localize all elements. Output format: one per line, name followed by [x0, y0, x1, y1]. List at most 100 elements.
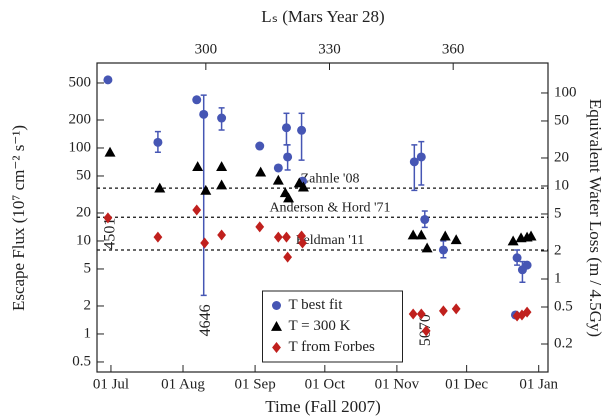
point — [154, 182, 166, 193]
point — [297, 230, 306, 242]
y-tick-label: 20 — [76, 204, 91, 220]
point — [522, 306, 532, 318]
y2-tick-label: 20 — [554, 149, 569, 165]
legend-label: T best fit — [289, 297, 344, 313]
point — [192, 161, 204, 172]
point — [273, 163, 283, 173]
point — [408, 308, 418, 320]
point — [200, 237, 210, 249]
legend: T best fit T = 300 K T from Forbes — [262, 290, 403, 363]
legend-label: T from Forbes — [289, 339, 376, 355]
y-tick-label: 200 — [69, 111, 92, 127]
point — [450, 234, 462, 245]
point — [199, 109, 209, 119]
y2-tick-label: 100 — [554, 84, 577, 100]
point — [421, 242, 433, 253]
legend-marker — [272, 342, 281, 353]
legend-box — [262, 290, 403, 363]
point — [103, 212, 113, 224]
legend-symbol — [271, 321, 282, 331]
annotation: 4646 — [197, 304, 214, 336]
point — [255, 221, 265, 233]
point — [255, 166, 267, 177]
x-tick-label: 01 Jul — [93, 376, 129, 392]
point — [281, 123, 291, 133]
point — [255, 141, 265, 151]
point — [200, 184, 212, 195]
y2-tick-label: 10 — [554, 177, 569, 193]
point — [153, 137, 163, 147]
point — [512, 253, 522, 263]
point — [216, 179, 228, 190]
point — [192, 95, 202, 105]
x-tick-label: 01 Jan — [519, 376, 558, 392]
point — [298, 237, 307, 249]
point — [217, 229, 227, 241]
point — [438, 245, 448, 255]
point — [297, 181, 309, 192]
x2-tick-label: 360 — [442, 41, 465, 57]
y-tick-label: 50 — [76, 167, 91, 183]
point — [216, 161, 228, 172]
point — [525, 230, 537, 241]
point — [407, 229, 419, 240]
legend-symbol — [272, 301, 281, 310]
x-axis-title: Time (Fall 2007) — [265, 397, 381, 416]
y2-tick-label: 50 — [554, 112, 569, 128]
y-tick-label: 0.5 — [72, 353, 91, 369]
x2-tick-label: 330 — [318, 41, 341, 57]
point — [103, 75, 113, 85]
point — [416, 152, 426, 162]
legend-label: T = 300 K — [289, 318, 351, 334]
point — [415, 229, 427, 240]
y-axis-title: Escape Flux (10⁷ cm⁻² s⁻¹) — [9, 125, 28, 311]
legend-symbol — [272, 342, 281, 353]
point — [522, 260, 532, 270]
annotation: 4501 — [102, 218, 119, 250]
legend-marker — [272, 301, 281, 310]
y2-tick-label: 0.5 — [554, 298, 573, 314]
y2-axis-title: Equivalent Water Loss (m / 4.5Gy) — [586, 99, 605, 337]
y-tick-label: 1 — [84, 325, 92, 341]
y-tick-label: 2 — [84, 297, 92, 313]
point — [439, 230, 451, 241]
x2-tick-label: 300 — [195, 41, 218, 57]
legend-marker — [271, 321, 282, 331]
reference-label: Anderson & Hord '71 — [269, 200, 390, 215]
reference-label: Zahnle '08 — [301, 171, 360, 186]
point — [297, 125, 307, 135]
reference-label: Feldman '11 — [296, 233, 365, 248]
point — [283, 152, 293, 162]
x-tick-label: 01 Aug — [161, 376, 205, 392]
y2-tick-label: 1 — [554, 270, 562, 286]
point — [420, 215, 430, 225]
point — [217, 113, 227, 123]
y-tick-label: 5 — [84, 260, 92, 276]
x-tick-label: 01 Oct — [305, 376, 346, 392]
point — [104, 146, 116, 157]
point — [283, 192, 295, 203]
x-tick-label: 01 Nov — [375, 376, 420, 392]
point — [153, 231, 163, 243]
point — [283, 251, 293, 263]
point — [451, 303, 461, 315]
point — [438, 305, 448, 317]
point — [416, 308, 426, 320]
point — [273, 231, 283, 243]
x-tick-label: 01 Dec — [445, 376, 488, 392]
point — [282, 231, 291, 243]
point — [421, 325, 431, 337]
point — [272, 174, 284, 185]
y-tick-label: 100 — [69, 139, 92, 155]
y-tick-label: 500 — [69, 74, 92, 90]
point — [409, 157, 419, 167]
x-tick-label: 01 Sep — [234, 376, 275, 392]
y-tick-label: 10 — [76, 232, 91, 248]
y2-tick-label: 5 — [554, 205, 562, 221]
point — [192, 204, 202, 216]
point — [507, 235, 519, 246]
y2-tick-label: 0.2 — [554, 335, 573, 351]
y2-tick-label: 2 — [554, 242, 562, 258]
top-axis-title: Lₛ (Mars Year 28) — [261, 7, 384, 26]
